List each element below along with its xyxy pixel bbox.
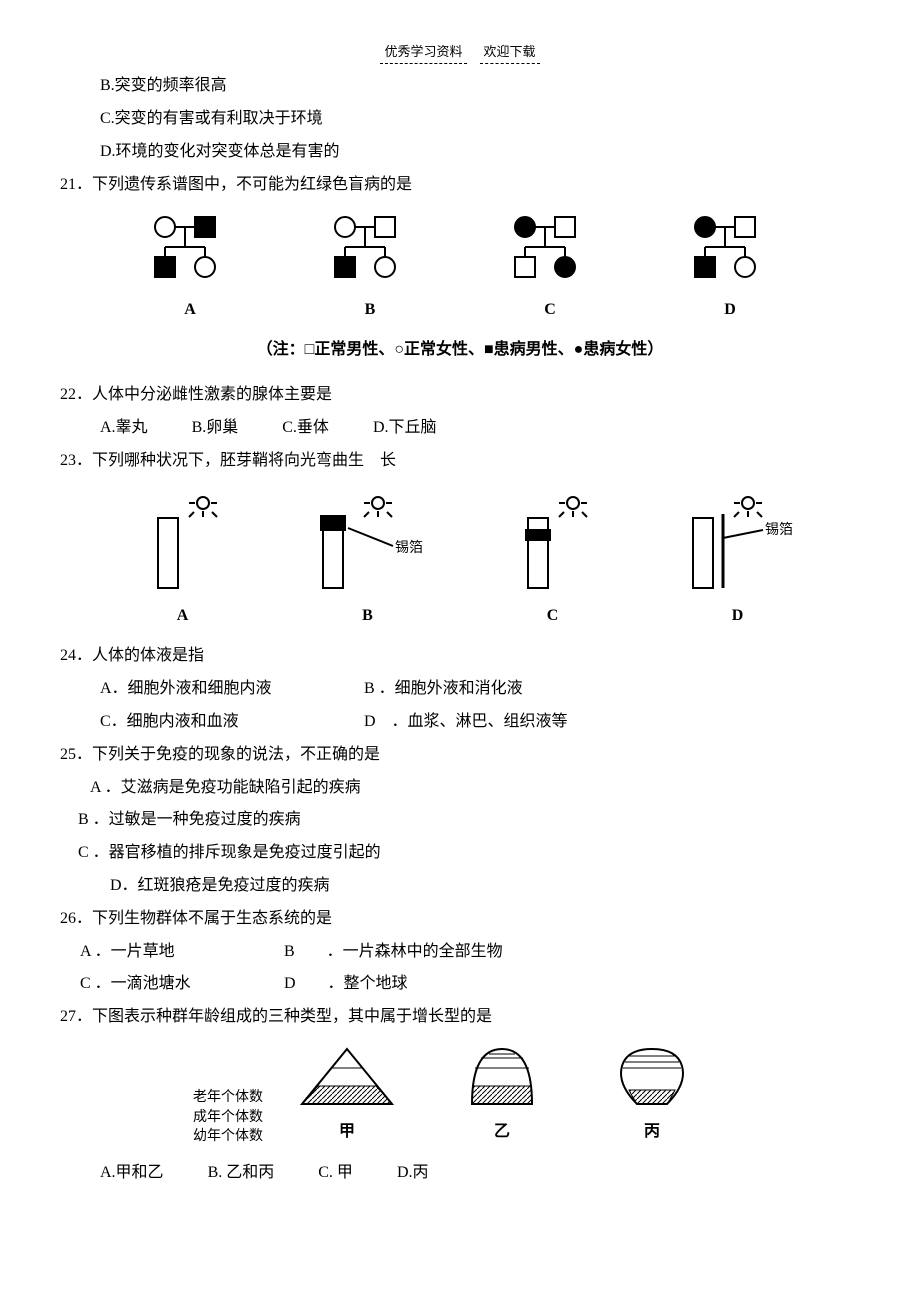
q27-opt-c: C. 甲: [318, 1164, 353, 1181]
coleoptile-d-label: D: [645, 602, 830, 631]
coleoptile-d: 锡箔 D: [645, 488, 830, 631]
q22-options: A.睾丸 B.卵巢 C.垂体 D.下丘脑: [60, 414, 860, 443]
pedigree-a-label: A: [100, 296, 280, 325]
q22-opt-c: C.垂体: [282, 419, 329, 436]
age-pyramid-jia: 甲: [297, 1044, 397, 1147]
q24-opt-c: C．细胞内液和血液: [100, 708, 320, 737]
q24-stem: 24．人体的体液是指: [60, 642, 860, 671]
header-left: 优秀学习资料: [384, 44, 462, 59]
q27-figures: 老年个体数 成年个体数 幼年个体数 甲 乙: [60, 1044, 860, 1147]
q27-opt-a: A.甲和乙: [100, 1164, 164, 1181]
pedigree-b: B: [280, 212, 460, 325]
q27-opt-d: D.丙: [397, 1164, 429, 1181]
q22-opt-b: B.卵巢: [192, 419, 239, 436]
coleoptile-b-label: B: [275, 602, 460, 631]
q25-options: A ．艾滋病是免疫功能缺陷引起的疾病 B ．过敏是一种免疫过度的疾病 C ．器官…: [60, 774, 860, 901]
q26-options: A ．一片草地 B ．一片森林中的全部生物 C ．一滴池塘水 D ．整个地球: [60, 938, 860, 1000]
pedigree-b-label: B: [280, 296, 460, 325]
q27-stem: 27．下图表示种群年龄组成的三种类型，其中属于增长型的是: [60, 1003, 860, 1032]
q25-opt-c: C ．器官移植的排斥现象是免疫过度引起的: [78, 839, 860, 868]
pedigree-c: C: [460, 212, 640, 325]
q20-opt-b: B.突变的频率很高: [100, 72, 860, 101]
q24-opt-b: B ．细胞外液和消化液: [364, 680, 523, 697]
q20-opt-d: D.环境的变化对突变体总是有害的: [100, 138, 860, 167]
q25-opt-a: A ．艾滋病是免疫功能缺陷引起的疾病: [90, 774, 860, 803]
age-jia-label: 甲: [297, 1118, 397, 1147]
q21-figures: A B: [60, 212, 860, 325]
coleoptile-c-label: C: [460, 602, 645, 631]
q23-stem: 23．下列哪种状况下，胚芽鞘将向光弯曲生 长: [60, 447, 860, 476]
q26-opt-a: A ．一片草地: [80, 938, 280, 967]
pedigree-c-label: C: [460, 296, 640, 325]
age-mid: 成年个体数: [193, 1108, 263, 1128]
age-young: 幼年个体数: [193, 1127, 263, 1147]
coleoptile-c: C: [460, 488, 645, 631]
coleoptile-a: A: [90, 488, 275, 631]
q23-figures: A 锡箔 B C: [60, 488, 860, 631]
q24-opt-d: D ．血浆、淋巴、组织液等: [364, 713, 568, 730]
q22-opt-a: A.睾丸: [100, 419, 148, 436]
q24-options: A．细胞外液和细胞内液 B ．细胞外液和消化液 C．细胞内液和血液 D ．血浆、…: [60, 675, 860, 737]
q20-options-tail: B.突变的频率很高 C.突变的有害或有利取决于环境 D.环境的变化对突变体总是有…: [60, 72, 860, 166]
q24-opt-a: A．细胞外液和细胞内液: [100, 675, 320, 704]
page-header: 优秀学习资料 欢迎下载: [60, 40, 860, 64]
q26-opt-d: D ．整个地球: [284, 975, 408, 992]
q27-options: A.甲和乙 B. 乙和丙 C. 甲 D.丙: [60, 1159, 860, 1188]
q25-opt-b: B ．过敏是一种免疫过度的疾病: [78, 806, 860, 835]
q25-opt-d: D．红斑狼疮是免疫过度的疾病: [110, 872, 860, 901]
q27-opt-b: B. 乙和丙: [208, 1164, 275, 1181]
age-pyramid-bing: 丙: [607, 1044, 697, 1147]
q21-stem: 21．下列遗传系谱图中，不可能为红绿色盲病的是: [60, 171, 860, 200]
q26-stem: 26．下列生物群体不属于生态系统的是: [60, 905, 860, 934]
q25-stem: 25．下列关于免疫的现象的说法，不正确的是: [60, 741, 860, 770]
foil-label-b: 锡箔: [395, 540, 423, 556]
q22-opt-d: D.下丘脑: [373, 419, 437, 436]
coleoptile-a-label: A: [90, 602, 275, 631]
q26-opt-c: C ．一滴池塘水: [80, 970, 280, 999]
q21-note: （注：□正常男性、○正常女性、■患病男性、●患病女性）: [60, 336, 860, 365]
pedigree-d-label: D: [640, 296, 820, 325]
pedigree-a: A: [100, 212, 280, 325]
age-pyramid-yi: 乙: [457, 1044, 547, 1147]
q26-opt-b: B ．一片森林中的全部生物: [284, 943, 503, 960]
foil-label-d: 锡箔: [765, 522, 793, 538]
q22-stem: 22．人体中分泌雌性激素的腺体主要是: [60, 381, 860, 410]
age-labels: 老年个体数 成年个体数 幼年个体数: [193, 1088, 263, 1147]
age-yi-label: 乙: [457, 1118, 547, 1147]
pedigree-d: D: [640, 212, 820, 325]
header-right: 欢迎下载: [484, 44, 536, 59]
age-old: 老年个体数: [193, 1088, 263, 1108]
coleoptile-b: 锡箔 B: [275, 488, 460, 631]
age-bing-label: 丙: [607, 1118, 697, 1147]
q20-opt-c: C.突变的有害或有利取决于环境: [100, 105, 860, 134]
